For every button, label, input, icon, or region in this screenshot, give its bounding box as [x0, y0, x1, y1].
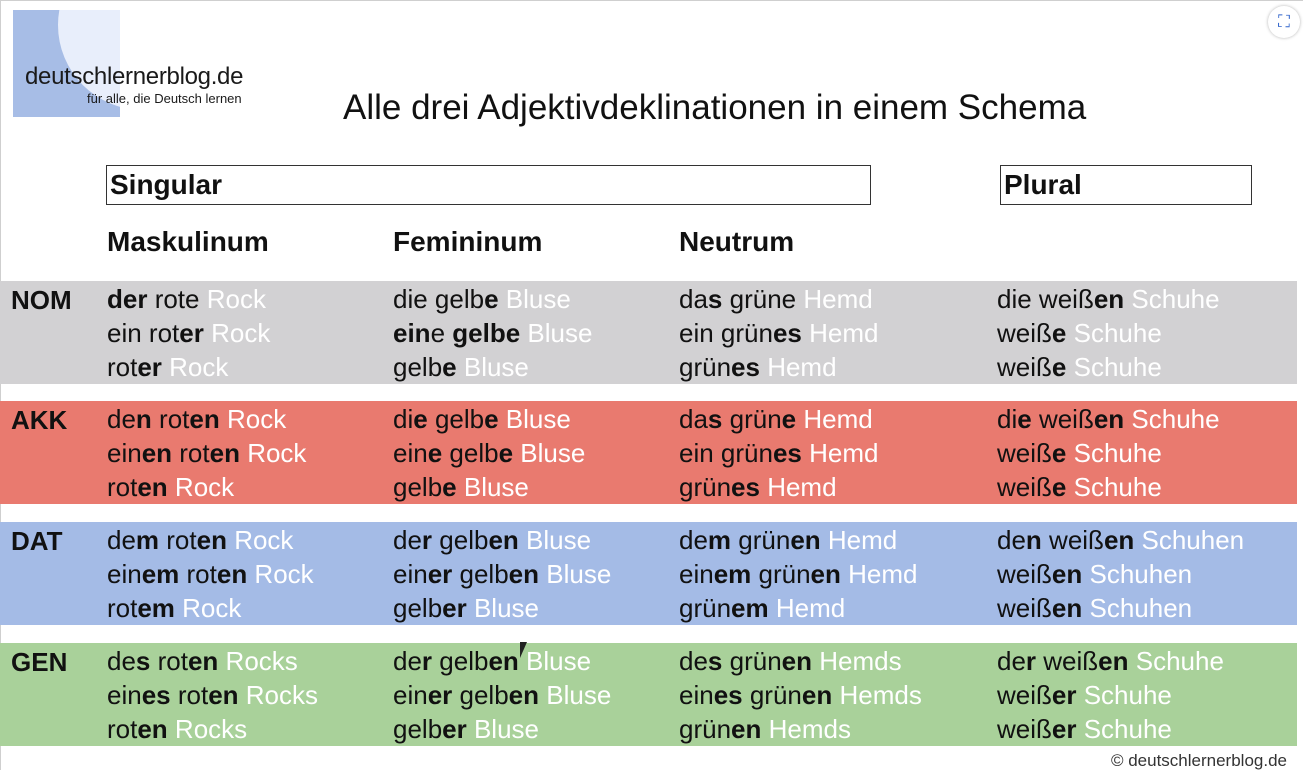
- declension-line: rotem Rock: [107, 593, 242, 623]
- declension-cell: der weißen Schuhe weißer Schuhe weißer Sch…: [997, 644, 1224, 746]
- declension-cell: den weißen Schuhen weißen Schuhen weißen S…: [997, 523, 1244, 625]
- declension-cell: die weißen Schuhe weiße Schuhe weiße Schuh…: [997, 402, 1220, 504]
- declension-cell: dem grünen Hemd einem grünen Hemd grünem H…: [679, 523, 917, 625]
- case-label: NOM: [11, 285, 72, 315]
- declension-line: gelber Bluse: [393, 714, 539, 744]
- declension-line: einen roten Rock: [107, 438, 307, 468]
- declension-line: eine gelbe Bluse: [393, 318, 593, 348]
- declension-line: einem grünen Hemd: [679, 559, 918, 589]
- declension-line: weiße Schuhe: [997, 352, 1162, 382]
- case-band-gen: GEN des roten Rocks eines roten Rocks roten…: [0, 643, 1297, 746]
- column-header-neutrum: Neutrum: [679, 226, 795, 257]
- plural-header: Plural: [1000, 165, 1252, 205]
- screenshot-icon[interactable]: ⛶: [1268, 6, 1300, 38]
- declension-line: einer gelben Bluse: [393, 680, 612, 710]
- declension-line: den roten Rock: [107, 404, 287, 434]
- declension-line: roten Rocks: [107, 714, 248, 744]
- declension-line: roten Rock: [107, 472, 235, 502]
- declension-cell: den roten Rock einen roten Rock roten Rock: [107, 402, 306, 504]
- case-band-akk: AKK den roten Rock einen roten Rock roten R…: [0, 401, 1297, 504]
- declension-line: grünes Hemd: [679, 472, 837, 502]
- declension-line: das grüne Hemd: [679, 284, 873, 314]
- declension-cell: des grünen Hemds eines grünen Hemds grünen…: [679, 644, 922, 746]
- column-header-maskulinum: Maskulinum: [107, 226, 269, 257]
- declension-cell: die weißen Schuhe weiße Schuhe weiße Schuh…: [997, 282, 1220, 384]
- declension-line: ein grünes Hemd: [679, 318, 879, 348]
- declension-line: einem roten Rock: [107, 559, 314, 589]
- declension-line: weißer Schuhe: [997, 680, 1172, 710]
- declension-line: weiße Schuhe: [997, 472, 1162, 502]
- slide-title: Alle drei Adjektivdeklinationen in einem…: [343, 88, 1087, 127]
- declension-line: der gelben Bluse: [393, 525, 592, 555]
- declension-cell: des roten Rocks eines roten Rocks roten Ro…: [107, 644, 318, 746]
- declension-line: das grüne Hemd: [679, 404, 873, 434]
- declension-line: grünem Hemd: [679, 593, 846, 623]
- declension-line: grünes Hemd: [679, 352, 837, 382]
- declension-line: weißen Schuhen: [997, 593, 1193, 623]
- declension-line: die weißen Schuhe: [997, 404, 1220, 434]
- declension-line: des grünen Hemds: [679, 646, 902, 676]
- declension-cell: der gelben Bluse einer gelben Bluse gelber…: [393, 644, 611, 746]
- logo-tagline: für alle, die Deutsch lernen: [87, 91, 242, 106]
- case-band-nom: NOM der rote Rock ein roter Rock roter Rock…: [0, 281, 1297, 384]
- declension-line: weißer Schuhe: [997, 714, 1172, 744]
- column-header-femininum: Femininum: [393, 226, 543, 257]
- declension-line: grünen Hemds: [679, 714, 851, 744]
- declension-line: roter Rock: [107, 352, 229, 382]
- logo-name: deutschlernerblog.de: [25, 63, 244, 90]
- declension-line: ein roter Rock: [107, 318, 271, 348]
- declension-cell: die gelbe Bluse eine gelbe Bluse gelbe Blu…: [393, 402, 585, 504]
- declension-line: die gelbe Bluse: [393, 404, 571, 434]
- singular-header: Singular: [106, 165, 871, 205]
- declension-line: weiße Schuhe: [997, 438, 1162, 468]
- mouse-cursor-icon: [520, 642, 527, 658]
- declension-line: die weißen Schuhe: [997, 284, 1220, 314]
- declension-cell: das grüne Hemd ein grünes Hemd grünes Hemd: [679, 282, 878, 384]
- declension-line: einer gelben Bluse: [393, 559, 612, 589]
- declension-line: der weißen Schuhe: [997, 646, 1224, 676]
- declension-line: die gelbe Bluse: [393, 284, 571, 314]
- declension-line: gelber Bluse: [393, 593, 539, 623]
- declension-line: ein grünes Hemd: [679, 438, 879, 468]
- declension-line: weiße Schuhe: [997, 318, 1162, 348]
- case-label: DAT: [11, 526, 63, 556]
- declension-line: weißen Schuhen: [997, 559, 1193, 589]
- declension-cell: die gelbe Bluse eine gelbe Bluse gelbe Blu…: [393, 282, 592, 384]
- case-band-dat: DAT dem roten Rock einem roten Rock rotem R…: [0, 522, 1297, 625]
- declension-cell: der gelben Bluse einer gelben Bluse gelber…: [393, 523, 611, 625]
- copyright-notice: © deutschlernerblog.de: [1110, 751, 1287, 770]
- declension-line: der gelben Bluse: [393, 646, 592, 676]
- declension-line: den weißen Schuhen: [997, 525, 1245, 555]
- declension-line: eines grünen Hemds: [679, 680, 922, 710]
- case-label: AKK: [11, 405, 68, 435]
- declension-line: eines roten Rocks: [107, 680, 319, 710]
- declension-line: der rote Rock: [107, 284, 266, 314]
- case-label: GEN: [11, 647, 68, 677]
- declension-line: gelbe Bluse: [393, 472, 529, 502]
- site-logo: deutschlernerblog.de für alle, die Deuts…: [13, 10, 293, 120]
- declension-cell: der rote Rock ein roter Rock roter Rock: [107, 282, 270, 384]
- logo-graphic: [13, 10, 120, 117]
- declension-cell: das grüne Hemd ein grünes Hemd grünes Hemd: [679, 402, 878, 504]
- declension-line: dem grünen Hemd: [679, 525, 898, 555]
- declension-line: eine gelbe Bluse: [393, 438, 586, 468]
- declension-line: des roten Rocks: [107, 646, 298, 676]
- declension-line: gelbe Bluse: [393, 352, 529, 382]
- declension-line: dem roten Rock: [107, 525, 294, 555]
- declension-cell: dem roten Rock einem roten Rock rotem Rock: [107, 523, 314, 625]
